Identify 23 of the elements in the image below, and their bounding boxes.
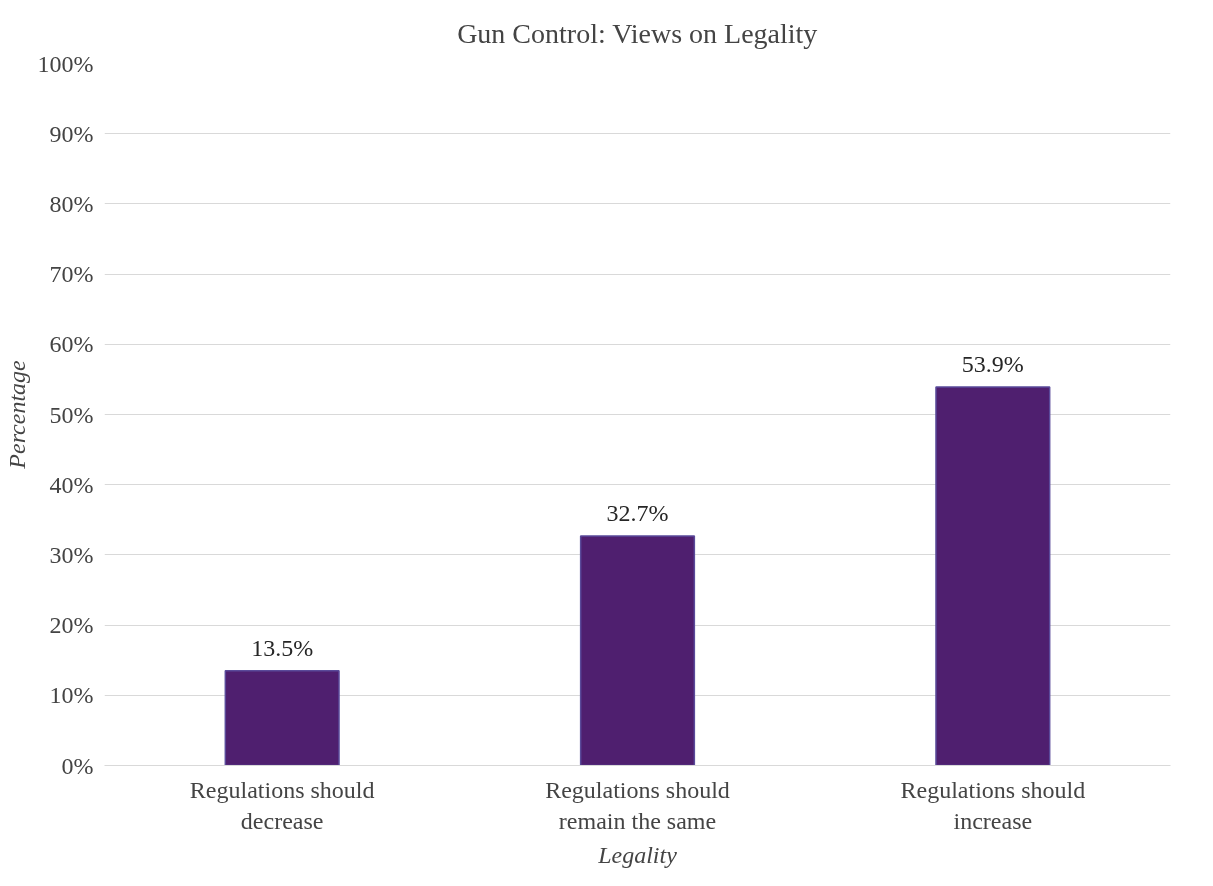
y-tick-label: 100% (37, 50, 94, 77)
data-label: 53.9% (961, 351, 1024, 378)
y-tick-label: 30% (49, 541, 94, 568)
x-tick-label: Regulations should remain the same (545, 776, 730, 834)
chart-title: Gun Control: Views on Legality (457, 17, 818, 49)
y-axis-title: Percentage (3, 359, 30, 470)
y-tick-label: 50% (49, 401, 94, 428)
x-tick-label: Regulations should increase (900, 776, 1086, 834)
bar (935, 386, 1051, 766)
y-tick-label: 90% (49, 120, 94, 147)
y-tick-label: 10% (49, 682, 94, 709)
x-axis-title: Legality (597, 841, 678, 868)
bar (224, 669, 340, 766)
y-tick-label: 70% (49, 261, 94, 288)
x-tick-label: Regulations should decrease (189, 776, 375, 834)
y-tick-label: 40% (49, 471, 94, 498)
y-tick-label: 0% (61, 752, 94, 779)
y-tick-label: 60% (49, 331, 94, 358)
y-tick-label: 80% (49, 190, 94, 217)
data-label: 32.7% (606, 499, 669, 526)
bar (579, 535, 696, 766)
data-label: 13.5% (251, 634, 314, 661)
y-tick-label: 20% (49, 612, 94, 639)
